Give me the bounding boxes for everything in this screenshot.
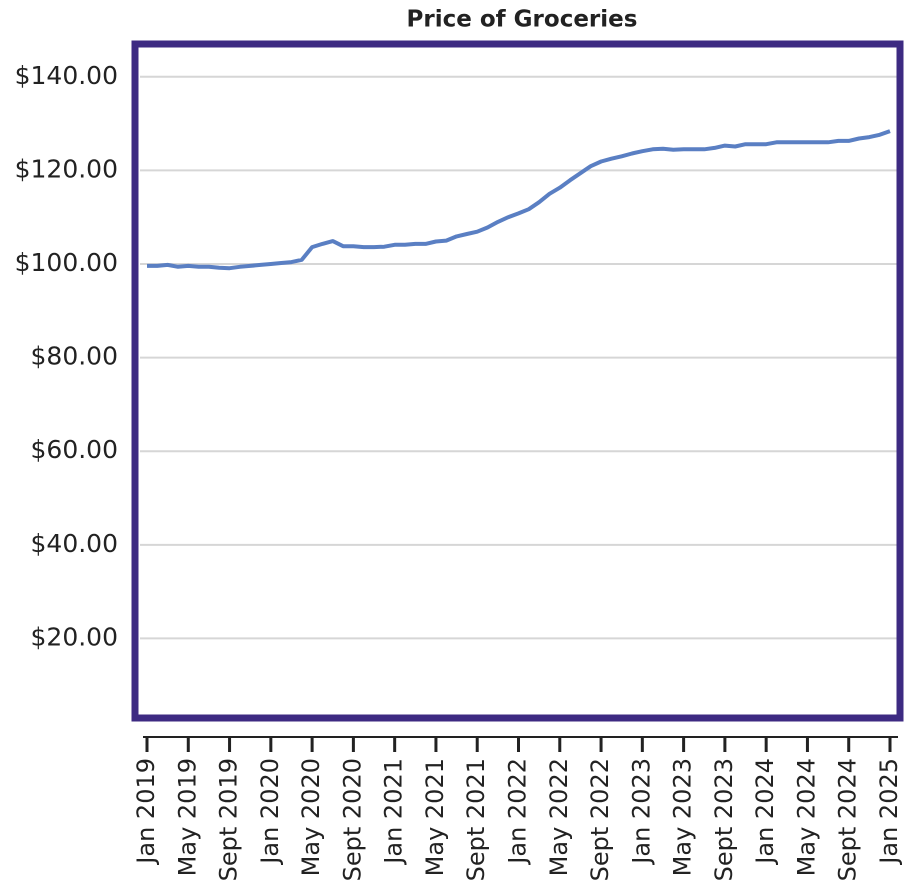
- x-tick-label: Sept 2021: [462, 758, 490, 881]
- x-tick-label: May 2019: [173, 758, 201, 876]
- y-tick-label: $40.00: [31, 529, 118, 558]
- x-tick-label: Jan 2019: [132, 758, 160, 866]
- chart-title: Price of Groceries: [407, 7, 638, 33]
- x-tick-label: Sept 2019: [215, 758, 243, 881]
- x-tick-label: Jan 2020: [256, 758, 284, 866]
- x-tick-label: Sept 2024: [834, 758, 862, 881]
- x-tick-label: Jan 2025: [875, 758, 903, 866]
- x-tick-label: Sept 2023: [710, 758, 738, 881]
- x-tick-label: May 2022: [545, 758, 573, 876]
- x-tick-label: Jan 2022: [504, 758, 532, 866]
- x-tick-label: Jan 2024: [751, 758, 779, 866]
- x-tick-label: May 2020: [297, 758, 325, 876]
- y-tick-label: $140.00: [15, 61, 118, 90]
- y-tick-label: $60.00: [31, 435, 118, 464]
- x-tick-label: Jan 2023: [627, 758, 655, 866]
- x-tick-label: Sept 2022: [586, 758, 614, 881]
- series-line: [147, 129, 891, 271]
- x-tick-label: Sept 2020: [338, 758, 366, 881]
- y-tick-label: $120.00: [15, 154, 118, 183]
- x-tick-label: Jan 2021: [380, 758, 408, 866]
- x-tick-label: May 2021: [421, 758, 449, 876]
- y-tick-label: $20.00: [31, 622, 118, 651]
- plot-frame: [131, 40, 904, 722]
- y-tick-label: $80.00: [31, 342, 118, 371]
- x-tick-label: May 2024: [792, 758, 820, 876]
- y-tick-label: $100.00: [15, 248, 118, 277]
- x-tick-label: May 2023: [669, 758, 697, 876]
